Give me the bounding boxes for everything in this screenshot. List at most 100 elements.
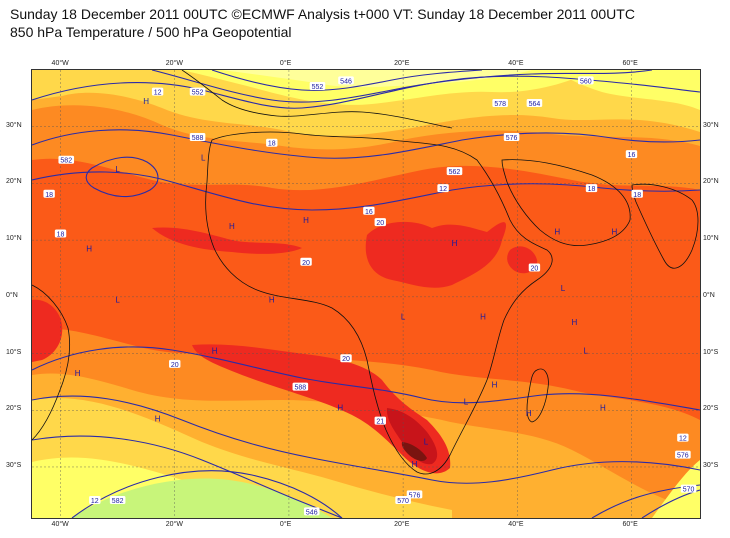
contour-label: 18 xyxy=(585,184,598,193)
svg-text:570: 570 xyxy=(683,487,695,494)
contour-line xyxy=(85,156,159,198)
high-pressure-mark: H xyxy=(600,403,606,412)
lat-tick-label: 30°N xyxy=(703,121,719,129)
svg-text:552: 552 xyxy=(192,90,204,97)
svg-text:12: 12 xyxy=(679,436,687,443)
low-pressure-mark: L xyxy=(115,165,120,174)
lat-tick-label: 20°N xyxy=(703,178,719,186)
lat-tick-label: 30°S xyxy=(6,461,22,469)
south-america-coastline xyxy=(32,284,70,441)
low-pressure-mark: L xyxy=(424,437,429,446)
field-red-west-africa xyxy=(152,227,302,254)
lon-tick-label: 40°E xyxy=(508,521,524,528)
field-red-sahel xyxy=(365,221,507,288)
high-pressure-mark: H xyxy=(143,97,149,106)
contour-label: 564 xyxy=(526,99,543,108)
svg-text:546: 546 xyxy=(340,78,352,85)
lon-tick-label: 20°W xyxy=(165,521,183,528)
svg-text:562: 562 xyxy=(449,169,461,176)
svg-text:20: 20 xyxy=(171,362,179,369)
contour-label: 12 xyxy=(677,433,689,443)
contour-label: 552 xyxy=(189,87,206,97)
lat-tick-label: 0°N xyxy=(703,291,715,299)
lat-tick-label: 10°S xyxy=(6,348,22,356)
field-red-southern-africa xyxy=(192,344,451,474)
lat-tick-label: 0°N xyxy=(6,291,18,299)
svg-text:18: 18 xyxy=(588,186,596,193)
contour-label: 20 xyxy=(374,218,386,227)
lon-tick-label: 20°E xyxy=(394,60,410,67)
high-pressure-mark: H xyxy=(303,216,309,225)
field-deep-orange xyxy=(32,158,700,420)
svg-text:12: 12 xyxy=(439,186,447,193)
contour-label: 16 xyxy=(363,206,375,216)
svg-text:564: 564 xyxy=(529,101,541,108)
low-pressure-mark: L xyxy=(561,284,566,293)
low-pressure-mark: L xyxy=(401,313,406,322)
graticule xyxy=(32,70,700,518)
contour-label: 21 xyxy=(374,416,386,426)
svg-text:552: 552 xyxy=(312,84,324,91)
contour-label: 588 xyxy=(292,382,309,392)
contour-label: 552 xyxy=(309,82,326,91)
svg-text:20: 20 xyxy=(342,356,350,363)
contour-label: 560 xyxy=(578,76,594,85)
svg-text:18: 18 xyxy=(633,192,641,199)
lat-tick-label: 30°S xyxy=(703,461,719,469)
svg-text:20: 20 xyxy=(302,260,310,267)
high-pressure-mark: H xyxy=(526,409,532,418)
lon-tick-label: 40°W xyxy=(51,521,69,528)
field-yellow-se xyxy=(652,460,700,518)
coastlines xyxy=(32,70,699,475)
svg-text:588: 588 xyxy=(192,135,204,142)
high-pressure-mark: H xyxy=(229,222,235,231)
contour-label: 12 xyxy=(437,184,449,193)
map-canvas: 12 552 552 546 560 578 564 576 588 18 582 18 562 12 16… xyxy=(32,70,700,518)
field-pale-yellow xyxy=(222,70,532,88)
lat-tick-label: 30°N xyxy=(6,121,22,129)
lat-tick-label: 20°S xyxy=(703,405,719,413)
svg-text:16: 16 xyxy=(365,209,373,216)
lon-tick-label: 20°E xyxy=(394,521,410,528)
contour-line xyxy=(32,346,700,411)
contour-label: 16 xyxy=(625,150,638,159)
high-pressure-mark: H xyxy=(452,239,458,248)
contour-label: 20 xyxy=(169,359,181,369)
high-pressure-mark: H xyxy=(75,369,81,378)
lon-tick-label: 0°E xyxy=(279,60,292,67)
contour-label: 20 xyxy=(340,354,352,363)
contour-line xyxy=(211,70,483,91)
arabia-coastline xyxy=(501,159,631,247)
contour-label: 582 xyxy=(58,155,75,165)
lat-tick-label: 20°S xyxy=(6,405,22,413)
contour-label: 570 xyxy=(680,484,697,494)
contour-line xyxy=(32,395,700,484)
chart-subtitle: 850 hPa Temperature / 500 hPa Geopotenti… xyxy=(10,24,292,40)
contour-label: 20 xyxy=(528,263,541,272)
chart-title: Sunday 18 December 2011 00UTC ©ECMWF Ana… xyxy=(10,6,635,22)
contour-label: 18 xyxy=(266,138,278,148)
low-pressure-mark: L xyxy=(584,347,589,356)
contour-label: 576 xyxy=(406,490,423,499)
svg-text:18: 18 xyxy=(268,141,276,148)
field-veryhot-core xyxy=(401,442,427,461)
lon-tick-label: 60°E xyxy=(622,521,638,528)
lon-tick-label: 40°E xyxy=(508,60,524,67)
contour-label: 562 xyxy=(446,167,463,176)
lon-tick-label: 60°E xyxy=(622,60,638,67)
contour-line xyxy=(151,70,653,103)
svg-text:12: 12 xyxy=(154,90,162,97)
pressure-marks: H L L H H H H H H L H L L H H H H L H L H H H L H H xyxy=(75,97,618,469)
contour-label: 578 xyxy=(492,99,508,108)
contour-label: 546 xyxy=(338,76,354,85)
contour-labels: 12 552 552 546 560 578 564 576 588 18 582 18 562 12 16… xyxy=(43,76,697,516)
field-darkred-south xyxy=(386,408,438,465)
high-pressure-mark: H xyxy=(611,227,617,236)
svg-text:12: 12 xyxy=(91,498,99,505)
high-pressure-mark: H xyxy=(480,313,486,322)
field-green-south xyxy=(72,478,332,518)
contour-line xyxy=(71,470,343,518)
high-pressure-mark: H xyxy=(269,296,275,305)
lon-tick-label: 0°E xyxy=(279,521,292,528)
europe-coastline xyxy=(181,70,453,129)
